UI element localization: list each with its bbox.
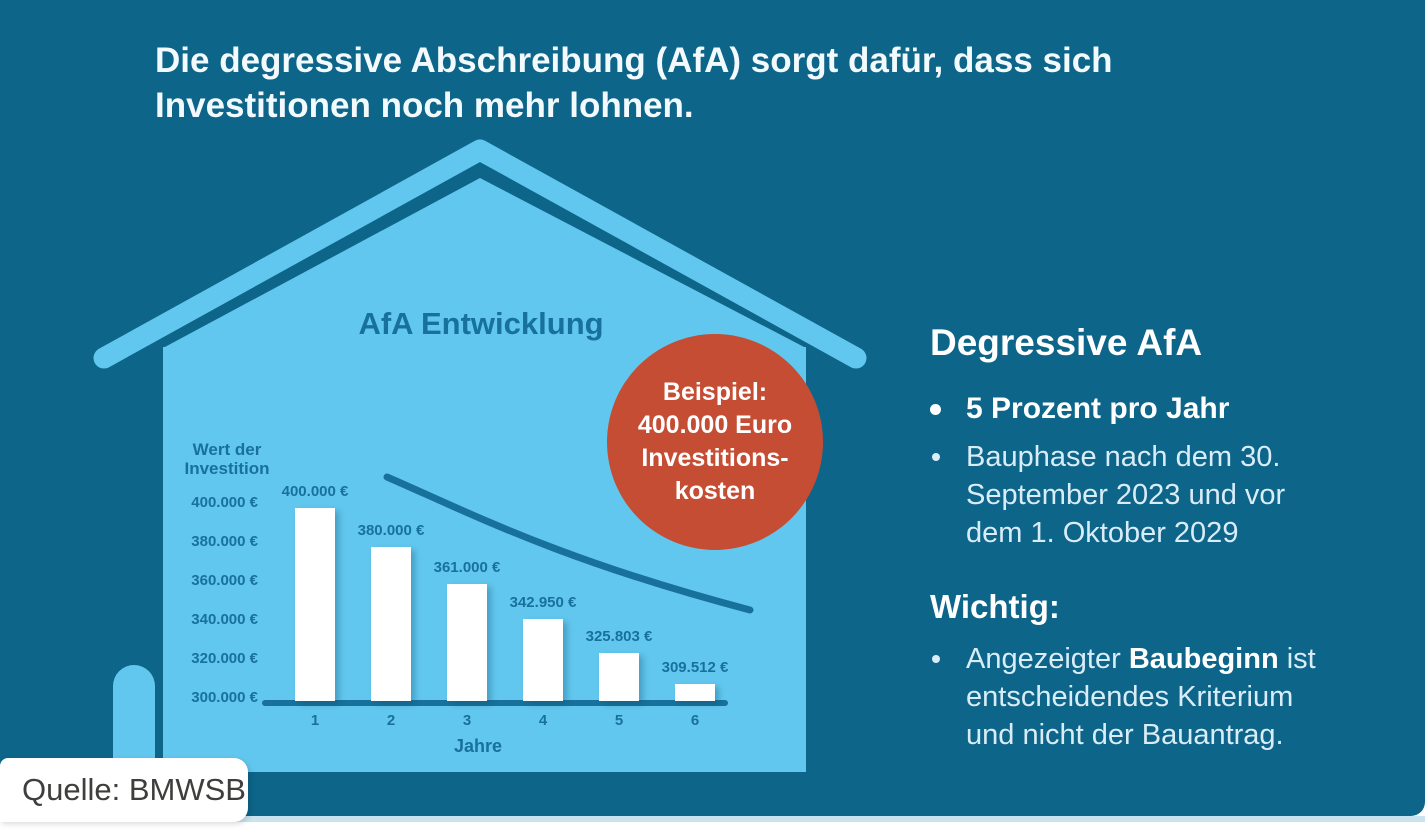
chart-title: AfA Entwicklung xyxy=(358,306,604,341)
depreciation-curve xyxy=(383,473,754,614)
panel-heading: Degressive AfA xyxy=(930,322,1203,363)
roof-outline xyxy=(93,139,867,369)
bar-value-label: 342.950 € xyxy=(509,594,577,612)
source-badge: Quelle: BMWSB xyxy=(0,758,248,822)
bullet-dot xyxy=(930,390,966,428)
x-tick: 3 xyxy=(462,712,472,729)
x-tick: 1 xyxy=(310,712,320,729)
bullet-text: Angezeigter Baubeginn ist entscheidendes … xyxy=(966,643,1316,751)
bullet-text: Bauphase nach dem 30. September 2023 und … xyxy=(966,441,1286,549)
y-tick: 300.000 € xyxy=(191,689,258,706)
source-label: Quelle: BMWSB xyxy=(22,772,246,807)
bar-value-label: 361.000 € xyxy=(433,559,501,577)
bar xyxy=(295,508,335,701)
bar-value-label: 325.803 € xyxy=(585,627,653,645)
y-axis-title: Wert der Investition xyxy=(184,440,270,478)
y-tick: 320.000 € xyxy=(191,650,258,667)
bar-value-label: 309.512 € xyxy=(661,659,729,677)
bullet-item: Bauphase nach dem 30. September 2023 und … xyxy=(930,438,1410,552)
bar xyxy=(523,619,563,701)
bottom-strip xyxy=(0,816,1425,830)
x-tick: 5 xyxy=(614,712,624,729)
bar xyxy=(371,547,411,701)
headline: Die degressive Abschreibung (AfA) sorgt … xyxy=(155,41,1113,125)
x-tick: 6 xyxy=(690,712,700,729)
bullet-item: 5 Prozent pro Jahr xyxy=(930,390,1410,428)
y-tick: 340.000 € xyxy=(191,611,258,628)
bullet-dot xyxy=(930,640,966,754)
example-badge: Beispiel: 400.000 Euro Investitions-kosten xyxy=(607,334,823,550)
x-tick: 2 xyxy=(386,712,396,729)
x-axis-line xyxy=(262,700,728,706)
panel-bullets: 5 Prozent pro Jahr Bauphase nach dem 30. S… xyxy=(930,390,1410,552)
bar-value-label: 400.000 € xyxy=(281,483,349,500)
info-panel: Degressive AfA 5 Prozent pro Jahr Bauphas… xyxy=(930,322,1410,764)
bar xyxy=(599,652,639,701)
bar xyxy=(675,684,715,701)
panel-important-bullets: Angezeigter Baubeginn ist entscheidendes … xyxy=(930,640,1410,754)
x-tick: 4 xyxy=(538,712,548,729)
example-badge-text: Beispiel: 400.000 Euro Investitions-kosten xyxy=(637,378,793,505)
bullet-text: 5 Prozent pro Jahr xyxy=(966,392,1230,425)
bar xyxy=(447,584,487,701)
x-axis-label: Jahre xyxy=(453,736,503,756)
bullet-item: Angezeigter Baubeginn ist entscheidendes … xyxy=(930,640,1410,754)
bar-value-label: 380.000 € xyxy=(357,522,425,539)
y-tick: 380.000 € xyxy=(191,533,258,550)
y-tick: 360.000 € xyxy=(191,572,258,589)
panel-important-heading: Wichtig: xyxy=(930,588,1060,625)
house-gable xyxy=(163,178,806,348)
bullet-dot xyxy=(930,438,966,552)
y-tick: 400.000 € xyxy=(191,494,258,511)
